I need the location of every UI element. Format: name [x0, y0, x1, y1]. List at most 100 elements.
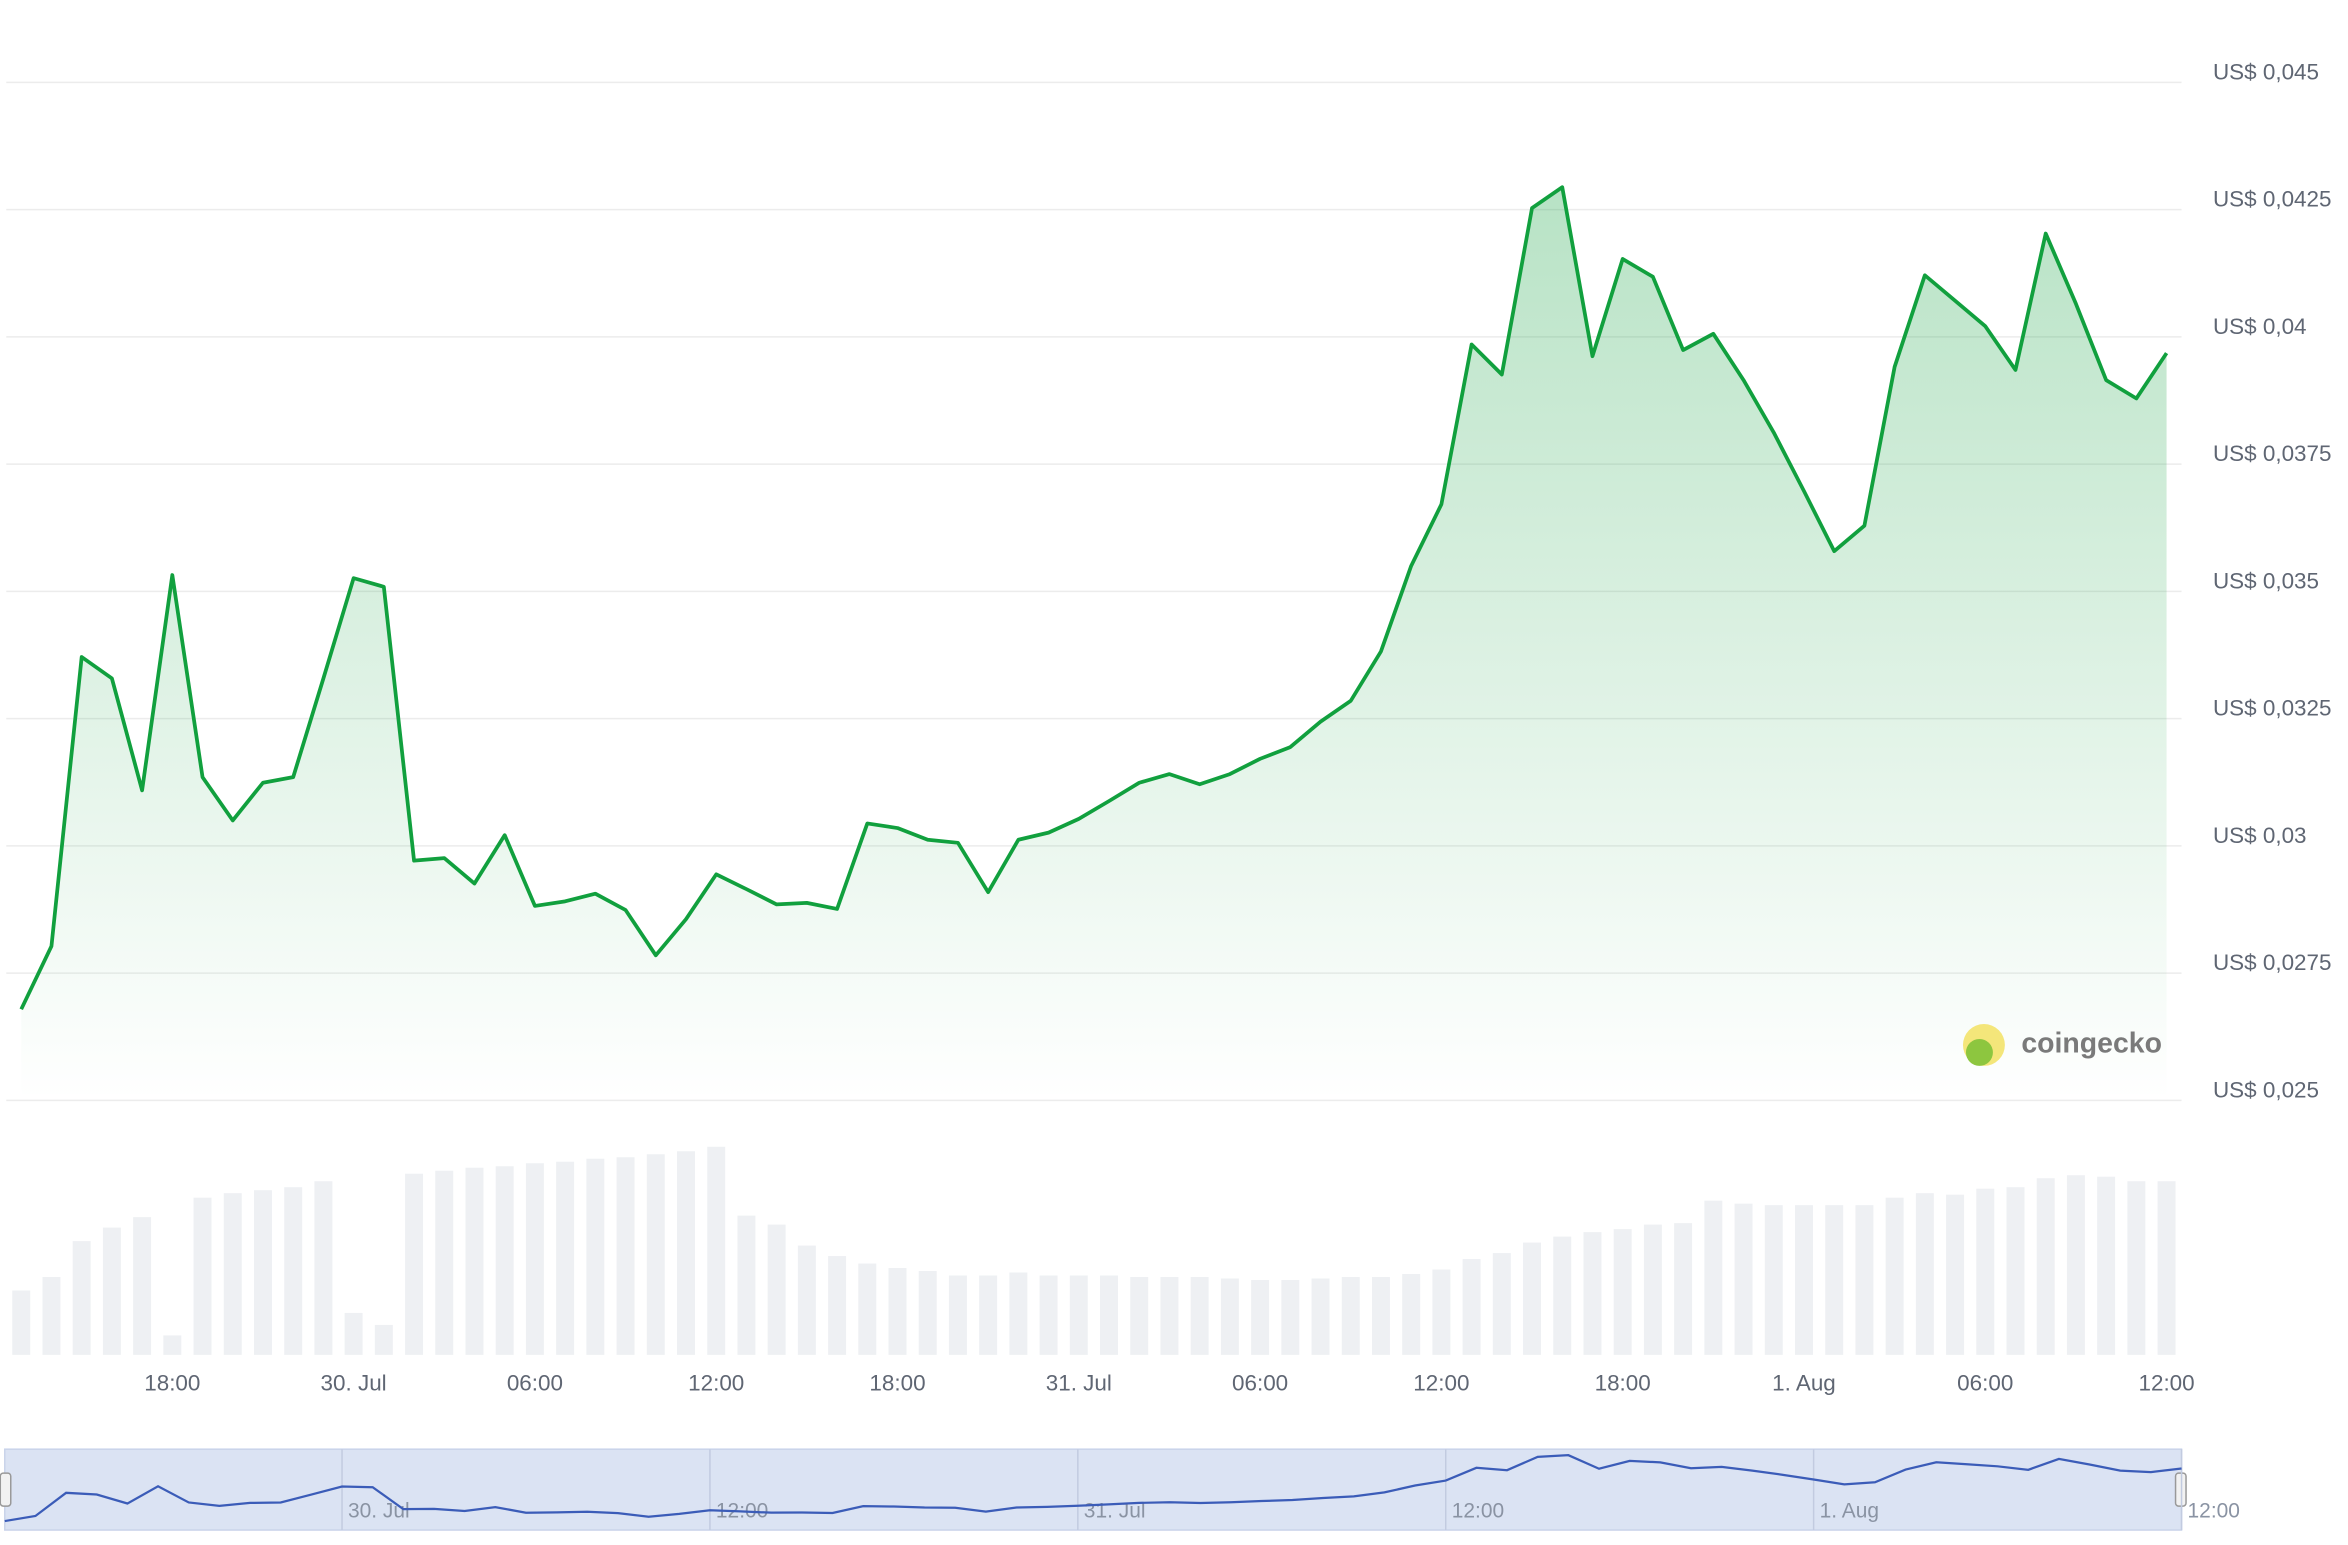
y-tick-label: US$ 0,035: [2213, 568, 2319, 593]
x-tick-label: 18:00: [144, 1371, 200, 1396]
price-line: [19, 185, 2169, 1011]
volume-bar: [828, 1256, 847, 1355]
volume-bar: [1492, 1253, 1511, 1355]
x-tick-label: 06:00: [1957, 1371, 2013, 1396]
volume-bar: [918, 1271, 937, 1355]
volume-bar: [767, 1224, 786, 1355]
x-tick-label: 18:00: [1595, 1371, 1651, 1396]
volume-bar: [374, 1324, 393, 1355]
x-tick-label: 31. Jul: [1046, 1371, 1112, 1396]
volume-bar: [556, 1161, 575, 1355]
navigator-label: 1. Aug: [1820, 1500, 1879, 1523]
volume-bar: [1825, 1205, 1844, 1355]
volume-bar: [495, 1166, 514, 1355]
x-tick-label: 06:00: [1232, 1371, 1288, 1396]
volume-bar: [1704, 1200, 1723, 1355]
volume-bar: [1976, 1188, 1995, 1355]
volume-bar: [525, 1163, 544, 1355]
volume-bar: [646, 1154, 665, 1355]
navigator-line: [4, 1454, 2182, 1523]
volume-bar: [1251, 1280, 1270, 1355]
volume-bar: [314, 1181, 333, 1355]
volume-bar: [586, 1158, 605, 1355]
volume-bar: [616, 1157, 635, 1355]
volume-bar: [1946, 1194, 1965, 1355]
volume-bar: [1311, 1278, 1330, 1355]
volume-bar: [2006, 1187, 2025, 1355]
volume-bar: [1674, 1223, 1693, 1355]
volume-bar: [979, 1275, 998, 1355]
volume-bar: [1341, 1277, 1360, 1355]
x-tick-label: 12:00: [2138, 1371, 2194, 1396]
volume-bar: [1553, 1236, 1572, 1355]
volume-bar: [223, 1193, 242, 1355]
volume-bar: [344, 1312, 363, 1355]
volume-bar: [797, 1245, 816, 1355]
volume-bar: [1402, 1274, 1421, 1355]
y-tick-label: US$ 0,0425: [2213, 187, 2332, 212]
volume-bar: [2066, 1175, 2085, 1355]
volume-bar: [12, 1290, 31, 1355]
y-tick-label: US$ 0,0325: [2213, 696, 2332, 721]
volume-bar: [1190, 1277, 1209, 1355]
volume-bar: [1915, 1193, 1934, 1355]
volume-bar: [1523, 1242, 1542, 1355]
watermark-logo: [1965, 1038, 1993, 1066]
y-tick-label: US$ 0,045: [2213, 59, 2319, 84]
x-tick-label: 06:00: [507, 1371, 563, 1396]
x-tick-label: 30. Jul: [321, 1371, 387, 1396]
volume-bar: [1220, 1278, 1239, 1355]
volume-bar: [1371, 1277, 1390, 1355]
volume-bar: [1039, 1275, 1058, 1355]
volume-bar: [1160, 1277, 1179, 1355]
x-tick-label: 18:00: [869, 1371, 925, 1396]
volume-bar: [1281, 1280, 1300, 1355]
y-tick-label: US$ 0,025: [2213, 1077, 2319, 1102]
volume-bar: [1613, 1229, 1632, 1355]
volume-bar: [253, 1190, 272, 1355]
volume-bar: [948, 1275, 967, 1355]
volume-bar: [465, 1167, 484, 1355]
volume-bar: [284, 1187, 303, 1355]
volume-bar: [1764, 1205, 1783, 1355]
y-tick-label: US$ 0,04: [2213, 314, 2307, 339]
volume-bar: [193, 1197, 212, 1355]
volume-bar: [163, 1335, 182, 1355]
navigator-label: 30. Jul: [348, 1500, 410, 1523]
volume-bar: [1643, 1224, 1662, 1355]
volume-bar: [1734, 1203, 1753, 1355]
volume-bar: [1462, 1259, 1481, 1355]
volume-bar: [102, 1227, 121, 1355]
y-tick-label: US$ 0,03: [2213, 823, 2307, 848]
volume-bar: [42, 1277, 61, 1355]
x-tick-label: 12:00: [688, 1371, 744, 1396]
volume-bar: [133, 1217, 152, 1355]
volume-bar: [2127, 1181, 2146, 1355]
volume-bar: [1432, 1269, 1451, 1355]
volume-bar: [1130, 1277, 1149, 1355]
navigator-handle[interactable]: [0, 1472, 12, 1507]
volume-bar: [1583, 1232, 1602, 1355]
navigator-label: 12:00: [2188, 1500, 2240, 1523]
volume-bar: [1009, 1272, 1028, 1355]
volume-bar: [1885, 1197, 1904, 1355]
volume-bar: [1100, 1275, 1118, 1355]
y-tick-label: US$ 0,0275: [2213, 950, 2332, 975]
volume-bar: [1794, 1205, 1813, 1355]
price-area: [21, 187, 2167, 1101]
volume-bar: [2036, 1178, 2055, 1355]
volume-bar: [707, 1146, 726, 1355]
navigator-label: 12:00: [1452, 1500, 1504, 1523]
navigator-handle[interactable]: [2174, 1472, 2187, 1507]
volume-bar: [677, 1151, 695, 1355]
y-tick-label: US$ 0,0375: [2213, 441, 2332, 466]
volume-bar: [1069, 1275, 1088, 1355]
volume-bar: [888, 1268, 907, 1355]
watermark-text: coingecko: [2021, 1027, 2162, 1059]
volume-bar: [435, 1170, 454, 1355]
volume-bar: [1855, 1205, 1874, 1355]
volume-bar: [2157, 1181, 2176, 1355]
volume-bar: [405, 1173, 424, 1355]
x-tick-label: 1. Aug: [1772, 1371, 1836, 1396]
